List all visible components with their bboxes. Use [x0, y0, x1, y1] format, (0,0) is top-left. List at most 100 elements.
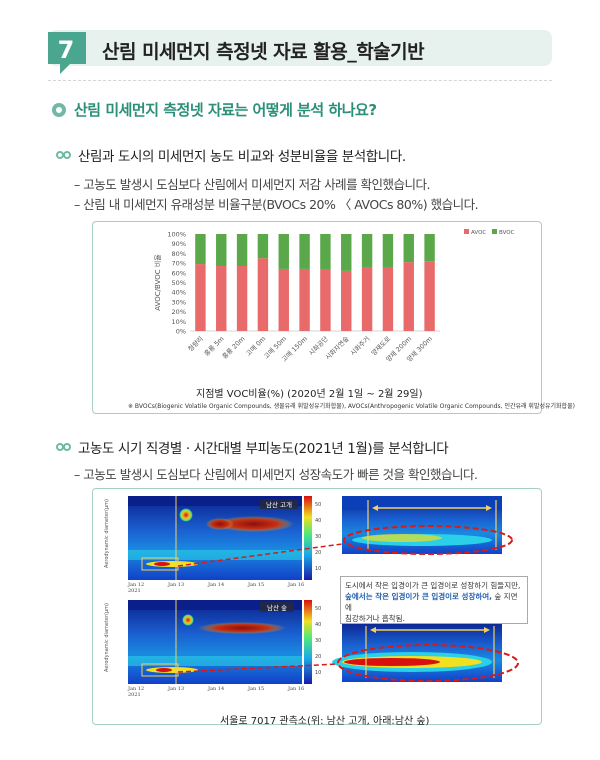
- bar-avoc: [361, 266, 373, 331]
- double-circle-icon: [56, 151, 72, 159]
- voc-ratio-chart: 0% 10% 20% 30%40% 50% 60%70% 80% 90%100% AVOC/BV…: [153, 229, 515, 364]
- colorbar-tick-label: 50: [315, 502, 321, 508]
- colorbar-tick-label: 10: [315, 566, 321, 572]
- date-tick-label: Jan 13: [167, 582, 184, 588]
- bar-bvoc: [236, 234, 248, 267]
- y-tick-label: 30%: [172, 298, 186, 306]
- y-tick-label: 20%: [172, 308, 186, 316]
- bar-bvoc: [320, 234, 331, 270]
- colorbar-tick-label: 40: [315, 622, 321, 628]
- circle-bullet-icon: [52, 102, 66, 117]
- date-tick-label: 2021: [128, 588, 141, 594]
- bar-bvoc: [341, 234, 352, 271]
- bar-bvoc: [299, 234, 310, 269]
- double-circle-icon: [56, 443, 72, 451]
- bar-avoc: [216, 266, 227, 331]
- bar-bvoc: [257, 234, 269, 259]
- panel-label-top: 남산 고개: [266, 500, 292, 509]
- date-tick-label: 2021: [128, 692, 141, 698]
- x-tick-label: 홍릉 20m: [220, 334, 247, 361]
- header-divider: [48, 80, 552, 81]
- y-tick-label: 80%: [172, 250, 186, 258]
- section2-bullet-1: – 고농도 발생시 도심보다 산림에서 미세먼지 성장속도가 빠른 것을 확인했…: [74, 467, 478, 482]
- axis-label-bottom: Aerodynamic diameter(μm): [104, 603, 110, 672]
- bar-avoc: [403, 262, 414, 331]
- bar-avoc: [341, 270, 352, 331]
- y-tick-label: 10%: [172, 318, 186, 326]
- legend-swatch: [464, 229, 469, 234]
- date-tick-label: Jan 15: [247, 582, 264, 588]
- section1-bullet-1: – 고농도 발생시 도심보다 산림에서 미세먼지 저감 사례를 확인했습니다.: [74, 177, 431, 192]
- bar-bvoc: [382, 234, 394, 267]
- page-title: 산림 미세먼지 측정넷 자료 활용_학술기반: [102, 41, 425, 63]
- x-tick-label: 시화주거: [348, 334, 371, 357]
- date-tick-label: Jan 12: [127, 686, 144, 692]
- colorbar-ticks: 50 40 30 20 10 50 40 30 20 10: [315, 502, 321, 676]
- date-tick-label: Jan 14: [207, 686, 224, 692]
- figure-caption: 서울로 7017 관측소(위: 남산 고개, 아래:남산 숲): [220, 716, 430, 727]
- date-tick-label: Jan 15: [247, 686, 264, 692]
- colorbar-tick-label: 40: [315, 518, 321, 524]
- bar-avoc: [299, 268, 310, 331]
- bar-avoc: [424, 261, 435, 331]
- legend-label: AVOC: [471, 230, 486, 236]
- bar-avoc: [257, 258, 269, 331]
- section-number-badge: 7: [48, 32, 86, 74]
- section2-heading-row: 고농도 시기 직경별 · 시간대별 부피농도(2021년 1월)를 분석합니다: [56, 437, 449, 457]
- callout-line-3: 침강하거나 흡착됨.: [345, 614, 405, 623]
- axis-label-top: Aerodynamic diameter(μm): [104, 499, 110, 568]
- zoom-panel-top: [342, 496, 502, 554]
- volume-concentration-figure: 남산 고개 Aerodynamic diameter(μm) 남산 숲 Aero…: [104, 496, 519, 698]
- date-tick-label: Jan 16: [287, 582, 304, 588]
- y-tick-label: 50%: [172, 279, 186, 287]
- bar-avoc: [236, 266, 248, 331]
- figure-callout: 도시에서 작은 입경이가 큰 입경이로 성장하기 힘들지만, 숲에서는 작은 입…: [340, 576, 528, 624]
- bar-avoc: [195, 264, 206, 331]
- section1-bullet-2: – 산림 내 미세먼지 유래성분 비율구분(BVOCs 20% 〈 AVOCs …: [74, 197, 479, 212]
- heatmap-namsan-forest: 남산 숲: [128, 600, 312, 684]
- date-tick-label: Jan 14: [207, 582, 224, 588]
- section-number: 7: [58, 36, 75, 64]
- colorbar-tick-label: 20: [315, 550, 321, 556]
- callout-line-2-highlight: 숲에서는 작은 입경이가 큰 입경이로 성장하여,: [345, 592, 493, 601]
- y-axis-label: AVOC/BVOC 비율: [153, 254, 162, 311]
- y-tick-label: 70%: [172, 260, 186, 268]
- chart-caption: 지점별 VOC비율(%) (2020년 2월 1일 ~ 2월 29일): [196, 389, 423, 400]
- section2-heading: 고농도 시기 직경별 · 시간대별 부피농도(2021년 1월)를 분석합니다: [78, 441, 449, 457]
- y-tick-label: 60%: [172, 269, 186, 277]
- date-tick-label: Jan 13: [167, 686, 184, 692]
- chart-frame: [92, 221, 542, 414]
- colorbar-tick-label: 30: [315, 534, 321, 540]
- legend-label: BVOC: [499, 230, 515, 236]
- colorbar-tick-label: 50: [315, 606, 321, 612]
- bar-bvoc: [278, 234, 289, 269]
- bar-avoc: [382, 266, 394, 331]
- date-tick-label: Jan 16: [287, 686, 304, 692]
- legend-swatch: [492, 229, 497, 234]
- bar-bvoc: [424, 234, 435, 262]
- header-bar: [48, 30, 552, 66]
- bar-avoc: [320, 269, 331, 331]
- colorbar-tick-label: 10: [315, 670, 321, 676]
- bar-bvoc: [216, 234, 227, 267]
- heatmap-namsan-pass: 남산 고개: [128, 496, 312, 580]
- y-tick-label: 0%: [176, 328, 186, 336]
- colorbar-tick-label: 20: [315, 654, 321, 660]
- zoom-panel-bottom: [332, 620, 502, 682]
- bar-bvoc: [403, 234, 414, 263]
- y-tick-label: 100%: [167, 231, 186, 239]
- y-tick-label: 40%: [172, 289, 186, 297]
- callout-line-1: 도시에서 작은 입경이가 큰 입경이로 성장하기 힘들지만,: [345, 581, 521, 590]
- figure-frame: [92, 488, 542, 725]
- question-row: 산림 미세먼지 측정넷 자료는 어떻게 분석 하나요?: [52, 99, 377, 120]
- question-text: 산림 미세먼지 측정넷 자료는 어떻게 분석 하나요?: [74, 101, 377, 119]
- x-tick-label: 청량리: [186, 334, 205, 353]
- callout-line-2-rest: 숲 지면에: [345, 592, 518, 612]
- date-tick-label: Jan 12: [127, 582, 144, 588]
- section1-heading: 산림과 도시의 미세먼지 농도 비교와 성분비율을 분석합니다.: [78, 149, 406, 165]
- bar-bvoc: [195, 234, 206, 265]
- panel-label-bottom: 남산 숲: [267, 603, 287, 612]
- bar-avoc: [278, 268, 289, 331]
- section1-heading-row: 산림과 도시의 미세먼지 농도 비교와 성분비율을 분석합니다.: [56, 145, 406, 165]
